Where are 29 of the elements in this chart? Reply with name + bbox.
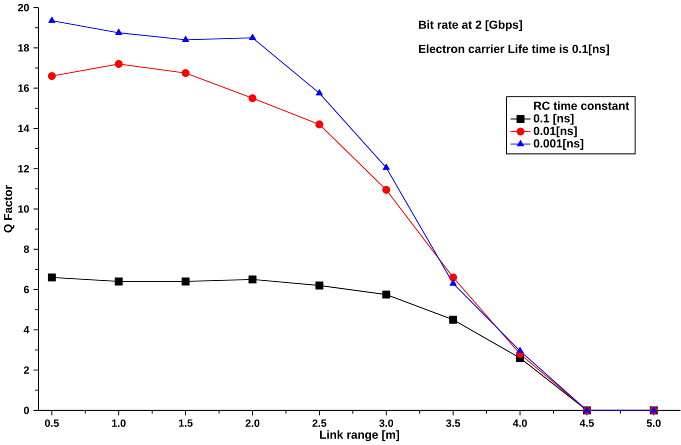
y-tick-label: 10: [18, 205, 29, 213]
y-tick-label: 16: [18, 84, 29, 92]
y-tick-label: 18: [18, 44, 30, 52]
annotation: Bit rate at 2 [Gbps]: [419, 20, 522, 32]
y-tick-label: 14: [18, 124, 30, 132]
legend-label: 0.1 [ns]: [534, 114, 574, 125]
x-tick-label: 2.0: [246, 419, 260, 427]
x-tick-label: 3.0: [379, 419, 394, 427]
legend-label: 0.001[ns]: [534, 138, 584, 150]
x-tick-label: 1.0: [112, 419, 126, 427]
y-axis-title: Q Factor: [4, 185, 14, 232]
x-tick-label: 4.5: [580, 419, 594, 427]
y-tick-label: 0: [24, 406, 29, 414]
x-tick-label: 2.5: [312, 419, 326, 427]
y-tick-label: 2: [24, 366, 29, 374]
x-axis-title: Link range [m]: [320, 430, 400, 442]
y-tick-label: 8: [24, 245, 30, 253]
annotation: Electron carrier Life time is 0.1[ns]: [419, 44, 609, 56]
x-tick-label: 4.0: [512, 419, 527, 427]
x-tick-label: 0.5: [44, 419, 59, 427]
y-tick-label: 6: [24, 286, 29, 294]
x-tick-label: 5.0: [646, 419, 661, 427]
legend-label: 0.01[ns]: [534, 126, 577, 138]
x-tick-label: 1.5: [178, 419, 193, 427]
y-tick-label: 12: [18, 164, 29, 172]
y-tick-label: 4: [24, 326, 30, 334]
legend-title: RC time constant: [534, 101, 630, 110]
x-tick-label: 3.5: [446, 419, 460, 427]
y-tick-label: 20: [18, 4, 29, 12]
